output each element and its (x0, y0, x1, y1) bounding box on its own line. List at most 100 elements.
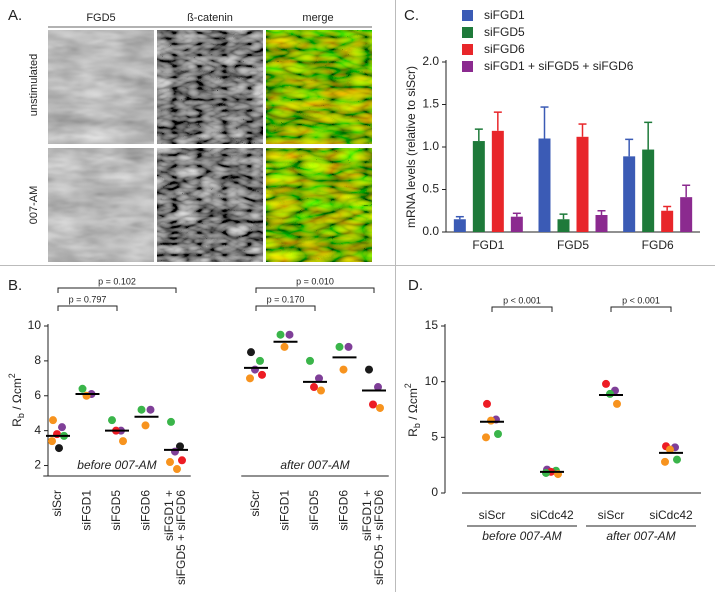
p-value: p = 0.797 (69, 294, 107, 304)
data-point (108, 416, 116, 425)
p-value: p = 0.102 (98, 276, 136, 286)
legend-label: siFGD1 + siFGD5 + siFGD6 (484, 59, 634, 73)
data-point (369, 400, 377, 409)
significance-bracket (610, 306, 672, 312)
data-point (246, 374, 254, 383)
data-point (176, 442, 184, 451)
x-tick-label: siFGD5 (109, 490, 123, 531)
group-label: before 007-AM (77, 458, 156, 472)
y-tick-label: 5 (431, 430, 438, 444)
x-tick-label: siCdc42 (530, 508, 574, 522)
y-tick-label: 10 (425, 374, 439, 388)
panel-label: C. (404, 7, 419, 24)
data-point (317, 386, 325, 395)
data-point (482, 433, 490, 442)
x-tick-label: siFGD1 + (360, 490, 374, 541)
column-header: ß-catenin (187, 12, 233, 24)
significance-bracket (255, 305, 316, 311)
data-point (48, 437, 56, 446)
data-point (365, 365, 373, 374)
panel-a: A. FGD5 ß-catenin merge unstimulated 007… (8, 7, 372, 262)
column-header: merge (302, 12, 333, 24)
y-axis-label: mRNA levels (relative to siScr) (404, 66, 418, 228)
group-label: after 007-AM (606, 529, 675, 543)
data-point (666, 445, 674, 454)
p-value: p < 0.001 (622, 295, 660, 305)
y-tick-label: 0.0 (422, 224, 439, 238)
micrograph (157, 148, 263, 262)
y-tick-label: 2.0 (422, 54, 439, 68)
micrograph (157, 30, 263, 144)
y-axis-label: Rb / Ωcm2 (7, 373, 26, 427)
data-point (285, 330, 294, 339)
x-tick-label: siFGD5 (307, 490, 321, 531)
data-point (487, 416, 495, 425)
data-point (256, 356, 264, 365)
column-header: FGD5 (86, 12, 115, 24)
panel-label: D. (408, 277, 423, 294)
y-tick-label: 2 (34, 458, 41, 472)
legend-swatch (462, 61, 473, 72)
x-tick-label: siScr (50, 490, 64, 517)
x-tick-label: siFGD5 + siFGD6 (372, 490, 386, 585)
data-point (167, 417, 175, 426)
row-label: 007-AM (28, 186, 40, 225)
bar (576, 136, 589, 232)
micrograph (266, 30, 372, 144)
micrograph (48, 30, 154, 144)
bar (680, 197, 693, 232)
bar (538, 138, 551, 232)
data-point (173, 465, 181, 474)
x-tick-label: siScr (598, 508, 625, 522)
data-point (141, 421, 150, 430)
x-tick-label: FGD5 (557, 238, 589, 252)
legend-label: siFGD6 (484, 42, 525, 56)
bar (661, 210, 674, 232)
data-point (82, 391, 91, 400)
data-point (171, 447, 179, 456)
significance-bracket (255, 287, 375, 293)
data-point (339, 365, 348, 374)
data-point (483, 399, 491, 408)
x-tick-label: siFGD6 (337, 490, 351, 531)
label-part: 2 (7, 373, 17, 378)
x-tick-label: siFGD1 (278, 490, 292, 531)
bar (595, 215, 608, 232)
panel-label: B. (8, 277, 22, 294)
y-tick-label: 0 (431, 485, 438, 499)
label-part: b (412, 423, 422, 428)
data-point (344, 342, 353, 351)
y-tick-label: 15 (425, 318, 439, 332)
y-tick-label: 1.5 (422, 97, 439, 111)
label-part: / Ωcm (10, 378, 24, 413)
legend-label: siFGD1 (484, 8, 525, 22)
x-tick-label: siFGD6 (139, 490, 153, 531)
data-point (542, 468, 550, 477)
data-point (376, 403, 384, 412)
legend-label: siFGD5 (484, 25, 525, 39)
y-tick-label: 6 (34, 388, 41, 402)
bar (453, 219, 466, 232)
bar (557, 219, 570, 232)
p-value: p = 0.170 (267, 294, 305, 304)
bar (472, 141, 485, 232)
data-point (58, 423, 66, 432)
label-part: / Ωcm (406, 388, 420, 423)
bar (510, 216, 523, 232)
data-point (602, 379, 610, 388)
x-tick-label: siCdc42 (649, 508, 693, 522)
legend-swatch (462, 10, 473, 21)
data-point (276, 330, 285, 339)
row-label: unstimulated (28, 54, 40, 116)
y-axis-label: Rb / Ωcm2 (403, 383, 422, 437)
data-point (53, 430, 61, 439)
data-point (178, 456, 186, 465)
data-point (137, 405, 146, 414)
data-point (247, 348, 255, 357)
x-tick-label: FGD1 (472, 238, 504, 252)
significance-bracket (491, 306, 553, 312)
data-point (494, 429, 502, 438)
x-tick-label: FGD6 (642, 238, 674, 252)
x-tick-label: siFGD1 (80, 490, 94, 531)
